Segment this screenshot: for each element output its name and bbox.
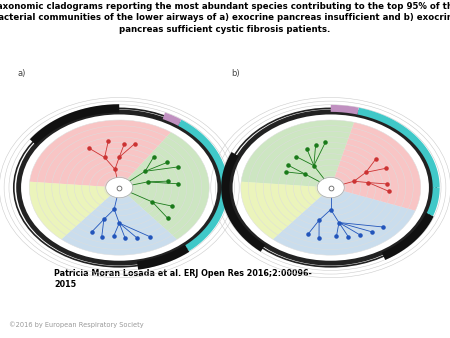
Point [98, 234, 105, 239]
Point [116, 220, 123, 226]
Point [310, 163, 318, 168]
Point [327, 207, 334, 212]
Point [111, 167, 118, 172]
Text: a): a) [18, 69, 27, 78]
Point [335, 220, 342, 225]
Point [88, 229, 95, 235]
Point [369, 229, 376, 235]
Point [100, 217, 108, 222]
Point [345, 234, 352, 239]
Point [163, 160, 171, 165]
Wedge shape [29, 182, 119, 239]
Point [111, 207, 118, 212]
Point [122, 235, 129, 241]
Point [110, 234, 117, 239]
Point [164, 215, 171, 221]
Point [169, 203, 176, 209]
Point [382, 166, 389, 171]
Point [292, 154, 300, 159]
Text: Taxonomic cladograms reporting the most abundant species contributing to the top: Taxonomic cladograms reporting the most … [0, 2, 450, 34]
Point [116, 154, 123, 160]
Point [149, 199, 156, 205]
Point [144, 179, 151, 185]
Wedge shape [241, 182, 331, 239]
Point [362, 170, 369, 175]
Point [86, 145, 93, 151]
Wedge shape [61, 188, 177, 255]
Text: Patricia Moran Losada et al. ERJ Open Res 2016;2:00096-
2015: Patricia Moran Losada et al. ERJ Open Re… [54, 269, 312, 289]
Circle shape [106, 177, 133, 198]
Point [386, 189, 393, 194]
Point [312, 142, 319, 148]
Wedge shape [241, 120, 354, 188]
Point [131, 141, 139, 146]
Point [282, 169, 289, 175]
Point [357, 232, 364, 238]
Point [285, 163, 292, 168]
Point [134, 236, 141, 241]
Point [327, 185, 334, 190]
Point [305, 231, 312, 236]
Point [372, 156, 379, 162]
Point [302, 171, 309, 177]
Point [315, 218, 323, 223]
Point [315, 235, 323, 240]
Wedge shape [273, 188, 415, 255]
Point [105, 138, 112, 144]
Point [333, 234, 340, 239]
Point [141, 169, 149, 174]
Point [146, 234, 153, 239]
Point [175, 164, 182, 170]
Point [150, 154, 158, 159]
Circle shape [317, 177, 344, 198]
Point [164, 178, 171, 184]
Point [116, 185, 123, 190]
Point [365, 180, 372, 185]
Point [303, 147, 310, 152]
Point [101, 155, 108, 160]
Point [351, 178, 358, 184]
Point [383, 181, 391, 187]
Text: ©2016 by European Respiratory Society: ©2016 by European Respiratory Society [9, 322, 144, 329]
Point [174, 181, 181, 187]
Text: b): b) [232, 69, 240, 78]
Point [322, 140, 329, 145]
Point [121, 141, 128, 146]
Wedge shape [119, 132, 209, 239]
Point [380, 224, 387, 230]
Wedge shape [30, 120, 171, 188]
Wedge shape [331, 122, 421, 211]
